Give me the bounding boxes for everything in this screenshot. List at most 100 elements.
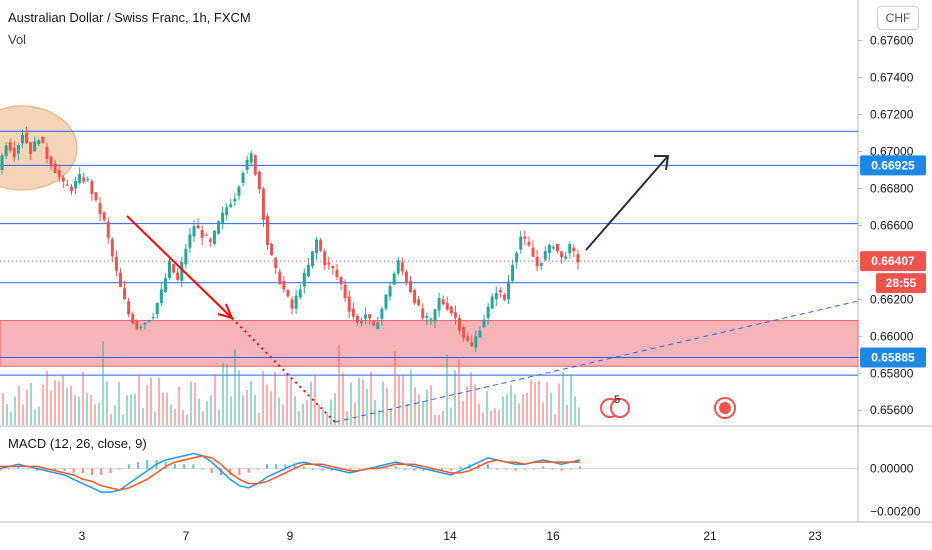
candle-body [98,203,102,214]
candle-body [486,306,490,318]
candle-body [523,236,527,239]
candle-body [294,295,298,309]
volume-bar [354,402,356,425]
macd-histogram-bar [486,464,489,469]
macd-histogram-bar [63,468,66,471]
macd-histogram-bar [376,466,379,469]
macd-histogram-bar [330,468,333,471]
volume-bar [302,403,304,425]
candle-body [270,243,274,256]
macd-histogram-bar [560,468,563,471]
candle-body [184,248,188,265]
price-tick-label: 0.66000 [870,329,914,343]
volume-bar [514,394,516,425]
macd-histogram-bar [219,468,222,475]
macd-histogram-bar [229,468,232,475]
candle-body [400,262,404,272]
candle-body [302,273,306,287]
volume-bar [538,380,540,425]
volume-bar [466,386,468,425]
volume-bar [206,401,208,425]
macd-histogram-bar [17,466,20,469]
candle-body [212,230,216,244]
volume-bar [266,384,268,425]
volume-bar [238,370,240,425]
candle-body [200,230,204,238]
candle-body [229,204,233,207]
volume-bar [406,404,408,425]
volume-bar [106,381,108,425]
macd-histogram-bar [385,466,388,469]
candle-body [564,256,568,259]
candle-body [139,326,143,328]
volume-bar [494,408,496,425]
candle-body [159,289,163,304]
volume-bar [58,381,60,425]
macd-histogram-bar [569,468,572,470]
candle-body [69,186,73,192]
candle-body [33,141,37,152]
macd-tick-label: 0.00000 [870,462,914,476]
volume-bar [14,396,16,425]
volume-bar [534,382,536,425]
volume-bar [322,409,324,425]
candle-body [151,317,155,319]
price-tick-label: 0.67000 [870,145,914,159]
volume-bar [482,412,484,425]
volume-bar [330,399,332,425]
time-tick-label: 7 [183,529,190,543]
macd-histogram-bar [413,468,416,471]
volume-bar [90,394,92,425]
candle-body [474,336,478,348]
volume-bar [142,408,144,425]
candle-body [368,314,372,319]
volume-bar [326,413,328,425]
candle-body [306,264,310,277]
volume-bar [114,405,116,425]
event-count: 5 [614,394,620,406]
volume-bar [530,379,532,425]
volume-bar [342,372,344,425]
volume-bar [94,404,96,425]
volume-bar [502,396,504,425]
volume-bar [26,389,28,425]
candle-body [16,145,20,154]
candle-body [494,293,498,300]
candle-body [462,327,466,339]
candle-body [135,320,139,329]
volume-bar [442,411,444,425]
volume-bar [258,412,260,425]
candle-body [188,234,192,248]
candle-body [90,181,94,195]
currency-button[interactable]: CHF [877,6,919,30]
macd-histogram-bar [514,468,517,471]
candle-body [519,236,523,250]
volume-bar [118,381,120,425]
candle-body [249,153,253,163]
volume-bar [518,403,520,425]
volume-bar [54,380,56,425]
volume-bar [98,402,100,425]
candle-body [347,296,351,312]
price-tick-label: 0.65600 [870,403,914,417]
red-dotted-line [231,317,336,423]
price-tick-label: 0.65800 [870,366,914,380]
candle-body [114,256,118,271]
macd-histogram-bar [164,462,167,469]
candle-body [458,317,462,331]
candle-body [384,294,388,309]
candle-body [331,266,335,269]
candle-body [551,247,555,249]
price-tick-label: 0.67400 [870,71,914,85]
candle-body [482,319,486,328]
candle-body [127,301,131,315]
event-icon-dot [719,402,731,414]
candle-body [441,299,445,305]
volume-bar [162,392,164,425]
volume-bar [358,377,360,425]
candle-body [315,239,319,254]
volume-bar [374,399,376,425]
volume-bar [542,402,544,425]
candle-body [8,142,12,151]
